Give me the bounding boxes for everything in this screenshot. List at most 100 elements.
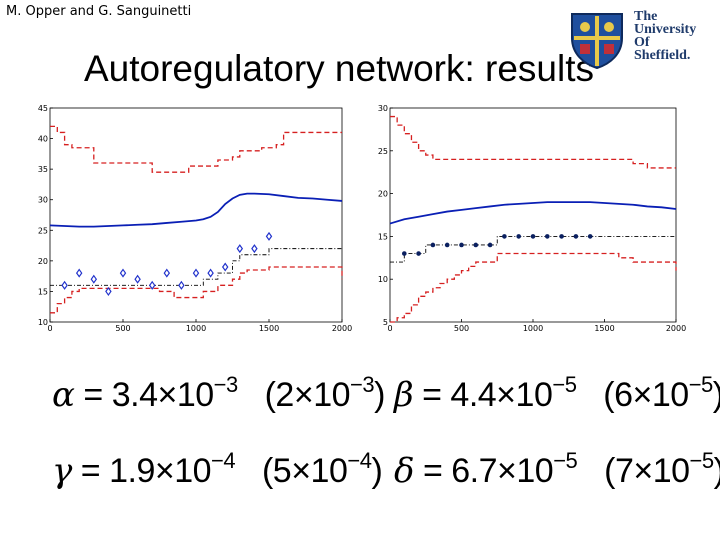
shield-crest-icon — [571, 13, 623, 70]
observation-marker — [148, 280, 156, 290]
y-tick-label: 15 — [38, 287, 48, 296]
observation-marker — [430, 242, 436, 248]
plot-frame — [389, 107, 677, 323]
observation-marker — [459, 242, 464, 248]
gamma-exponent: −4 — [211, 448, 236, 473]
delta-equation: δ = 6.7×10−5 (7×10−5) — [394, 448, 720, 491]
delta-reference-close: ) — [714, 452, 720, 490]
y-tick-label: 15 — [378, 232, 388, 241]
observation-marker — [192, 268, 200, 278]
observation-marker — [163, 268, 171, 278]
observation-marker — [134, 274, 141, 284]
x-tick-label: 2000 — [332, 324, 352, 333]
beta-exponent: −5 — [552, 372, 577, 397]
beta-symbol: β — [394, 375, 414, 415]
y-tick-label: 30 — [378, 104, 388, 113]
right-chart: 0 500 1000 1500 2000 5 10 15 20 25 30 — [378, 104, 686, 333]
logo-line-1: The — [634, 9, 658, 24]
y-tick-label: 10 — [378, 275, 388, 284]
gamma-value: = 1.9×10 — [80, 452, 212, 490]
observation-marker — [236, 244, 244, 254]
observation-marker — [251, 244, 258, 254]
posterior-mean-line — [49, 192, 343, 228]
true-path-line — [50, 248, 342, 286]
observation-marker — [416, 251, 421, 256]
alpha-exponent: −3 — [213, 372, 239, 397]
observation-marker — [487, 242, 493, 248]
observation-marker — [265, 231, 273, 241]
observation-marker — [473, 242, 479, 248]
alpha-reference-close: ) — [374, 376, 385, 414]
x-tick-label: 0 — [47, 324, 52, 333]
delta-reference-exponent: −5 — [689, 448, 715, 473]
observation-marker — [75, 268, 83, 278]
y-tick-label: 5 — [383, 318, 388, 327]
x-tick-label: 0 — [387, 324, 392, 333]
posterior-mean-line — [389, 201, 677, 225]
observation-marker — [444, 242, 450, 248]
beta-reference: (6×10 — [603, 376, 689, 414]
y-tick-label: 40 — [38, 135, 48, 144]
university-logo: The University Of Sheffield. — [566, 8, 716, 70]
x-tick-label: 500 — [454, 324, 469, 333]
y-tick-label: 20 — [38, 257, 48, 266]
observation-marker — [545, 234, 550, 239]
observation-marker — [502, 234, 507, 239]
observation-marker — [90, 274, 98, 284]
plot-frame — [49, 107, 343, 323]
x-tick-label: 500 — [115, 324, 130, 333]
authors: M. Opper and G. Sanguinetti — [6, 4, 192, 19]
true-path-line — [390, 235, 676, 263]
slide-title: Autoregulatory network: results — [84, 48, 595, 89]
x-tick-label: 1000 — [186, 324, 206, 333]
observation-marker — [559, 234, 564, 239]
logo-line-3: Of — [634, 35, 650, 50]
observation-marker — [516, 234, 521, 239]
y-tick-label: 10 — [38, 318, 48, 327]
y-tick-label: 20 — [378, 190, 388, 199]
delta-reference: (7×10 — [604, 452, 690, 490]
alpha-symbol: α — [52, 375, 75, 415]
gamma-reference-exponent: −4 — [347, 448, 372, 473]
y-tick-label: 25 — [38, 226, 48, 235]
x-tick-label: 2000 — [666, 324, 686, 333]
gamma-equation: γ = 1.9×10−4 (5×10−4) — [52, 448, 383, 491]
gamma-symbol: γ — [52, 451, 72, 491]
x-tick-label: 1500 — [259, 324, 279, 333]
logo-line-2: University — [634, 22, 697, 37]
observation-marker — [587, 234, 593, 239]
alpha-equation: α = 3.4×10−3 (2×10−3) — [52, 372, 385, 415]
observation-marker — [119, 268, 127, 278]
observation-marker — [61, 280, 68, 290]
y-tick-label: 45 — [38, 104, 48, 113]
observation-marker — [105, 286, 112, 296]
alpha-reference-exponent: −3 — [350, 372, 375, 397]
x-tick-label: 1500 — [594, 324, 614, 333]
observation-marker — [530, 234, 536, 239]
beta-value: = 4.4×10 — [422, 376, 553, 414]
gamma-reference: (5×10 — [261, 452, 348, 490]
alpha-value: = 3.4×10 — [83, 376, 214, 414]
delta-value: = 6.7×10 — [422, 452, 554, 490]
x-tick-label: 1000 — [523, 324, 543, 333]
gamma-reference-close: ) — [371, 452, 383, 490]
lower-bound-line — [390, 252, 677, 323]
beta-reference-exponent: −5 — [688, 372, 714, 397]
observation-marker — [207, 268, 214, 278]
observation-marker — [402, 251, 407, 256]
y-tick-label: 25 — [378, 147, 388, 156]
logo-line-4: Sheffield. — [634, 48, 691, 63]
observation-marker — [573, 234, 579, 239]
left-chart: 0 500 1000 1500 2000 10 15 20 25 30 35 40 45 — [38, 104, 352, 333]
lower-bound-line — [50, 266, 343, 314]
observation-marker — [178, 280, 185, 290]
y-tick-label: 30 — [38, 196, 48, 205]
beta-reference-close: ) — [713, 376, 720, 414]
alpha-reference: (2×10 — [264, 376, 351, 414]
beta-equation: β = 4.4×10−5 (6×10−5) — [394, 372, 720, 415]
delta-exponent: −5 — [553, 448, 578, 473]
observation-marker — [221, 262, 229, 272]
y-tick-label: 35 — [38, 165, 48, 174]
delta-symbol: δ — [394, 451, 414, 491]
upper-bound-line — [390, 115, 676, 169]
